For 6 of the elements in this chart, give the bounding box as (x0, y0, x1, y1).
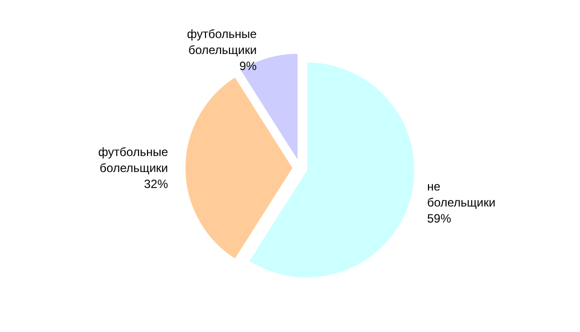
data-label: 32% (144, 177, 168, 191)
slice-label: футбольные болельщики (186, 26, 258, 57)
slice-label: не болельщики (427, 179, 496, 210)
data-label: 59% (427, 211, 452, 226)
data-label: 9% (239, 58, 258, 73)
slice-label: футбольные болельщики (98, 145, 168, 175)
